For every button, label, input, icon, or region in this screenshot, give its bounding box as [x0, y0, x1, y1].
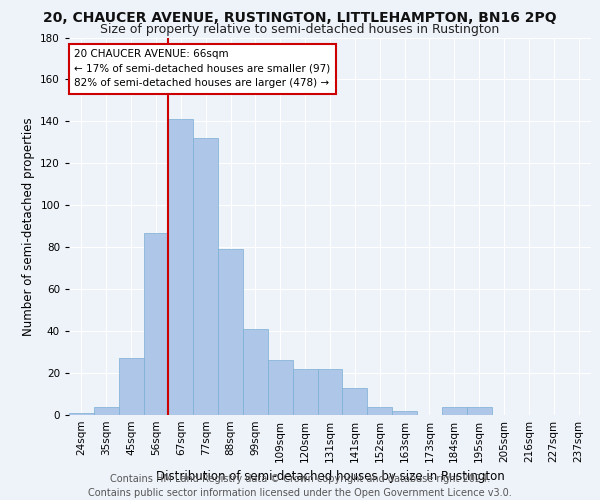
Bar — [169, 120, 193, 415]
Text: Contains HM Land Registry data © Crown copyright and database right 2024.
Contai: Contains HM Land Registry data © Crown c… — [88, 474, 512, 498]
Text: 20 CHAUCER AVENUE: 66sqm
← 17% of semi-detached houses are smaller (97)
82% of s: 20 CHAUCER AVENUE: 66sqm ← 17% of semi-d… — [74, 49, 331, 88]
Text: Size of property relative to semi-detached houses in Rustington: Size of property relative to semi-detach… — [100, 22, 500, 36]
Bar — [268, 360, 293, 415]
Bar — [442, 406, 467, 415]
Bar — [218, 250, 243, 415]
Bar — [94, 406, 119, 415]
X-axis label: Distribution of semi-detached houses by size in Rustington: Distribution of semi-detached houses by … — [155, 470, 505, 484]
Bar — [343, 388, 367, 415]
Bar — [143, 232, 169, 415]
Bar — [69, 413, 94, 415]
Bar — [467, 406, 491, 415]
Text: 20, CHAUCER AVENUE, RUSTINGTON, LITTLEHAMPTON, BN16 2PQ: 20, CHAUCER AVENUE, RUSTINGTON, LITTLEHA… — [43, 11, 557, 25]
Bar — [243, 329, 268, 415]
Bar — [119, 358, 143, 415]
Bar — [392, 411, 417, 415]
Bar — [293, 369, 317, 415]
Bar — [317, 369, 343, 415]
Bar — [367, 406, 392, 415]
Y-axis label: Number of semi-detached properties: Number of semi-detached properties — [22, 117, 35, 336]
Bar — [193, 138, 218, 415]
